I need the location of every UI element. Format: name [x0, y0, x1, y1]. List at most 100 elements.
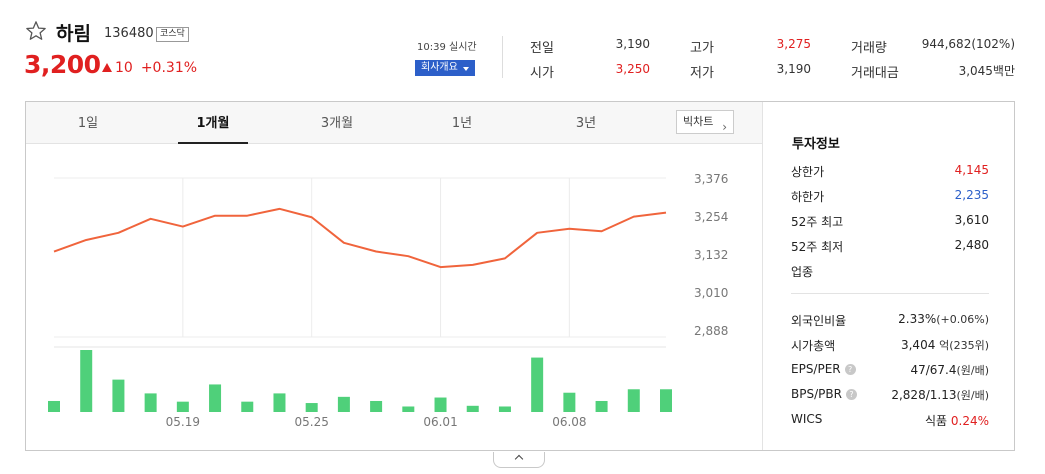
help-icon[interactable]: ? [844, 364, 856, 375]
market-cap-unit: 억 [939, 339, 950, 352]
quote-value: 944,682(102%) [921, 37, 1015, 51]
star-icon[interactable] [25, 20, 47, 42]
quote-value: 3,250 [615, 62, 650, 76]
stock-name: 하림 [56, 23, 91, 45]
tab-1month[interactable]: 1개월 [178, 102, 248, 144]
volume-bar [370, 400, 383, 412]
info-value: 2.33%(+0.06%) [898, 312, 989, 326]
y-tick-label: 2,888 [694, 324, 728, 338]
info-label: 시가총액 [791, 339, 836, 353]
realtime-label: 10:39 실시간 [417, 42, 477, 53]
volume-bar [466, 405, 479, 412]
volume-bar [595, 400, 608, 412]
tab-3month[interactable]: 3개월 [320, 116, 354, 131]
info-label: 하한가 [791, 190, 825, 204]
tab-1year[interactable]: 1년 [451, 116, 473, 131]
bps-pbr-value: 2,828/1.13 [891, 388, 957, 402]
info-label: 업종 [791, 265, 814, 279]
quote-label: 거래대금 [851, 66, 899, 81]
info-value: 3,404 억(235위) [901, 337, 989, 353]
quote-label: 거래량 [851, 41, 887, 56]
chart-panel: 1일 1개월 3개월 1년 3년 빅차트 › 3,376 3,254 3,132 3,0… [25, 101, 1015, 451]
market-cap-rank: (235위) [949, 339, 989, 352]
foreign-ratio-value: 2.33% [898, 312, 937, 326]
eps-per-label: EPS/PER [791, 362, 841, 376]
info-label: BPS/PBR? [791, 387, 857, 401]
period-tabs: 1일 1개월 3개월 1년 3년 빅차트 › [26, 102, 762, 144]
info-label: 외국인비율 [791, 314, 847, 328]
eps-per-unit: (원/배) [956, 364, 989, 377]
volume-bar [337, 396, 350, 412]
company-overview-label: 회사개요 [421, 62, 458, 73]
volume-bar [48, 400, 60, 412]
change-rate: +0.31% [140, 60, 198, 76]
volume-bar [402, 406, 415, 412]
market-cap-value: 3,404 [900, 338, 936, 352]
bps-pbr-label: BPS/PBR [791, 387, 842, 401]
info-value: 2,480 [954, 238, 989, 252]
price-change: 10 +0.31% [102, 60, 197, 76]
divider [791, 293, 989, 294]
info-value: 2,235 [954, 188, 989, 202]
eps-per-value: 47/67.4 [910, 363, 957, 377]
quote-value: 3,045백만 [958, 64, 1015, 78]
quote-label: 전일 [530, 41, 554, 56]
help-icon[interactable]: ? [845, 389, 857, 400]
info-value: 47/67.4(원/배) [910, 362, 989, 378]
chevron-up-icon [514, 454, 524, 464]
big-chart-label: 빅차트 [683, 115, 714, 128]
info-label: WICS [791, 412, 823, 426]
caret-down-icon [463, 67, 469, 71]
y-tick-label: 3,010 [694, 286, 728, 300]
x-tick-label: 06.08 [552, 415, 586, 429]
info-label: 52주 최고 [791, 215, 844, 229]
volume-bar [434, 397, 447, 412]
bps-pbr-unit: (원/배) [956, 389, 989, 402]
chevron-right-icon: › [722, 120, 727, 134]
info-label: EPS/PER? [791, 362, 856, 376]
y-tick-label: 3,132 [694, 248, 728, 262]
price-chart[interactable]: 3,376 3,254 3,132 3,010 2,888 05.19 05.25 06.01… [26, 145, 762, 450]
volume-bar [660, 389, 672, 412]
tab-1day[interactable]: 1일 [77, 116, 99, 131]
volume-bar [531, 357, 544, 412]
foreign-ratio-change: (+0.06%) [936, 313, 989, 326]
company-overview-button[interactable]: 회사개요 [415, 60, 475, 76]
wics-sector[interactable]: 식품 [924, 414, 948, 428]
change-amount: 10 [115, 60, 133, 76]
quote-label: 저가 [690, 66, 714, 81]
volume-bar [241, 401, 254, 412]
info-value: 4,145 [954, 163, 989, 177]
market-badge: 코스닥 [156, 27, 189, 42]
volume-bar [305, 403, 318, 412]
info-value: 2,828/1.13(원/배) [891, 387, 989, 403]
stock-code: 136480 [104, 26, 154, 41]
volume-bar [144, 393, 157, 412]
quote-value: 3,190 [615, 37, 650, 51]
big-chart-button[interactable]: 빅차트 › [676, 110, 734, 134]
volume-bar [627, 389, 640, 412]
y-tick-label: 3,254 [694, 210, 728, 224]
volume-bar [563, 392, 576, 412]
x-tick-label: 05.19 [166, 415, 200, 429]
investment-info: 투자정보 상한가 4,145 하한가 2,235 52주 최고 3,610 52… [762, 102, 1014, 450]
info-label: 52주 최저 [791, 240, 844, 254]
volume-bar [498, 406, 511, 412]
x-tick-label: 06.01 [423, 415, 457, 429]
divider [502, 36, 503, 78]
up-triangle-icon [102, 63, 112, 72]
collapse-toggle-button[interactable] [493, 452, 545, 468]
volume-bar [273, 393, 286, 412]
info-value: 3,610 [954, 213, 989, 227]
investment-info-title: 투자정보 [792, 137, 840, 152]
current-price: 3,200 [24, 50, 101, 79]
wics-change: 0.24% [950, 414, 989, 428]
quote-label: 시가 [530, 66, 554, 81]
volume-bar [112, 379, 125, 412]
volume-bar [209, 384, 222, 412]
info-label: 상한가 [791, 165, 825, 179]
stock-header: 하림 136480 코스닥 3,200 10 +0.31% 10:39 실시간 회… [0, 0, 1045, 100]
tab-3year[interactable]: 3년 [575, 116, 597, 131]
volume-bar [80, 350, 93, 412]
quote-label: 고가 [690, 41, 714, 56]
